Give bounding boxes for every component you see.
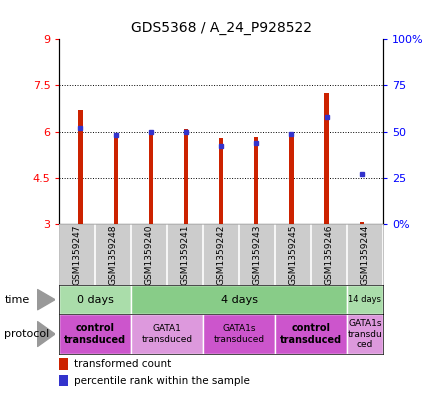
Bar [275, 314, 347, 354]
Bar [59, 314, 131, 354]
Bar [289, 133, 293, 224]
Text: GSM1359240: GSM1359240 [145, 224, 154, 285]
Bar [324, 93, 329, 224]
Bar [114, 136, 118, 224]
Bar [359, 222, 364, 224]
Bar [78, 110, 83, 224]
Bar [203, 314, 275, 354]
Text: GATA1s
transduced: GATA1s transduced [213, 324, 264, 344]
Text: protocol: protocol [4, 329, 50, 339]
Text: 0 days: 0 days [77, 295, 114, 305]
Polygon shape [37, 321, 55, 347]
Text: control
transduced: control transduced [64, 323, 126, 345]
Text: GSM1359241: GSM1359241 [181, 224, 190, 285]
Bar [131, 285, 347, 314]
Text: 4 days: 4 days [220, 295, 257, 305]
Bar [131, 314, 203, 354]
Polygon shape [37, 289, 55, 310]
Bar [254, 137, 258, 224]
Bar [59, 285, 131, 314]
Title: GDS5368 / A_24_P928522: GDS5368 / A_24_P928522 [131, 22, 312, 35]
Text: percentile rank within the sample: percentile rank within the sample [74, 376, 250, 386]
Text: GSM1359244: GSM1359244 [360, 224, 369, 285]
Text: time: time [4, 295, 29, 305]
Text: GATA1
transduced: GATA1 transduced [142, 324, 193, 344]
Bar [149, 132, 153, 224]
Text: GSM1359242: GSM1359242 [216, 224, 226, 285]
Text: GATA1s
transdu
ced: GATA1s transdu ced [348, 319, 382, 349]
Text: 14 days: 14 days [348, 295, 381, 304]
Bar [347, 314, 383, 354]
Text: control
transduced: control transduced [280, 323, 342, 345]
Bar [347, 285, 383, 314]
Bar [184, 129, 188, 224]
Text: GSM1359243: GSM1359243 [253, 224, 261, 285]
Bar [59, 358, 68, 370]
Bar [219, 138, 223, 224]
Text: GSM1359245: GSM1359245 [289, 224, 297, 285]
Text: transformed count: transformed count [74, 359, 171, 369]
Text: GSM1359246: GSM1359246 [324, 224, 334, 285]
Text: GSM1359248: GSM1359248 [109, 224, 118, 285]
Bar [59, 375, 68, 386]
Text: GSM1359247: GSM1359247 [73, 224, 82, 285]
